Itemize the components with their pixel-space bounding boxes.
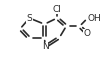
Text: O: O	[84, 29, 91, 38]
Text: N: N	[42, 42, 49, 51]
Text: OH: OH	[88, 14, 102, 23]
Text: S: S	[27, 14, 32, 23]
Text: Cl: Cl	[53, 5, 61, 14]
